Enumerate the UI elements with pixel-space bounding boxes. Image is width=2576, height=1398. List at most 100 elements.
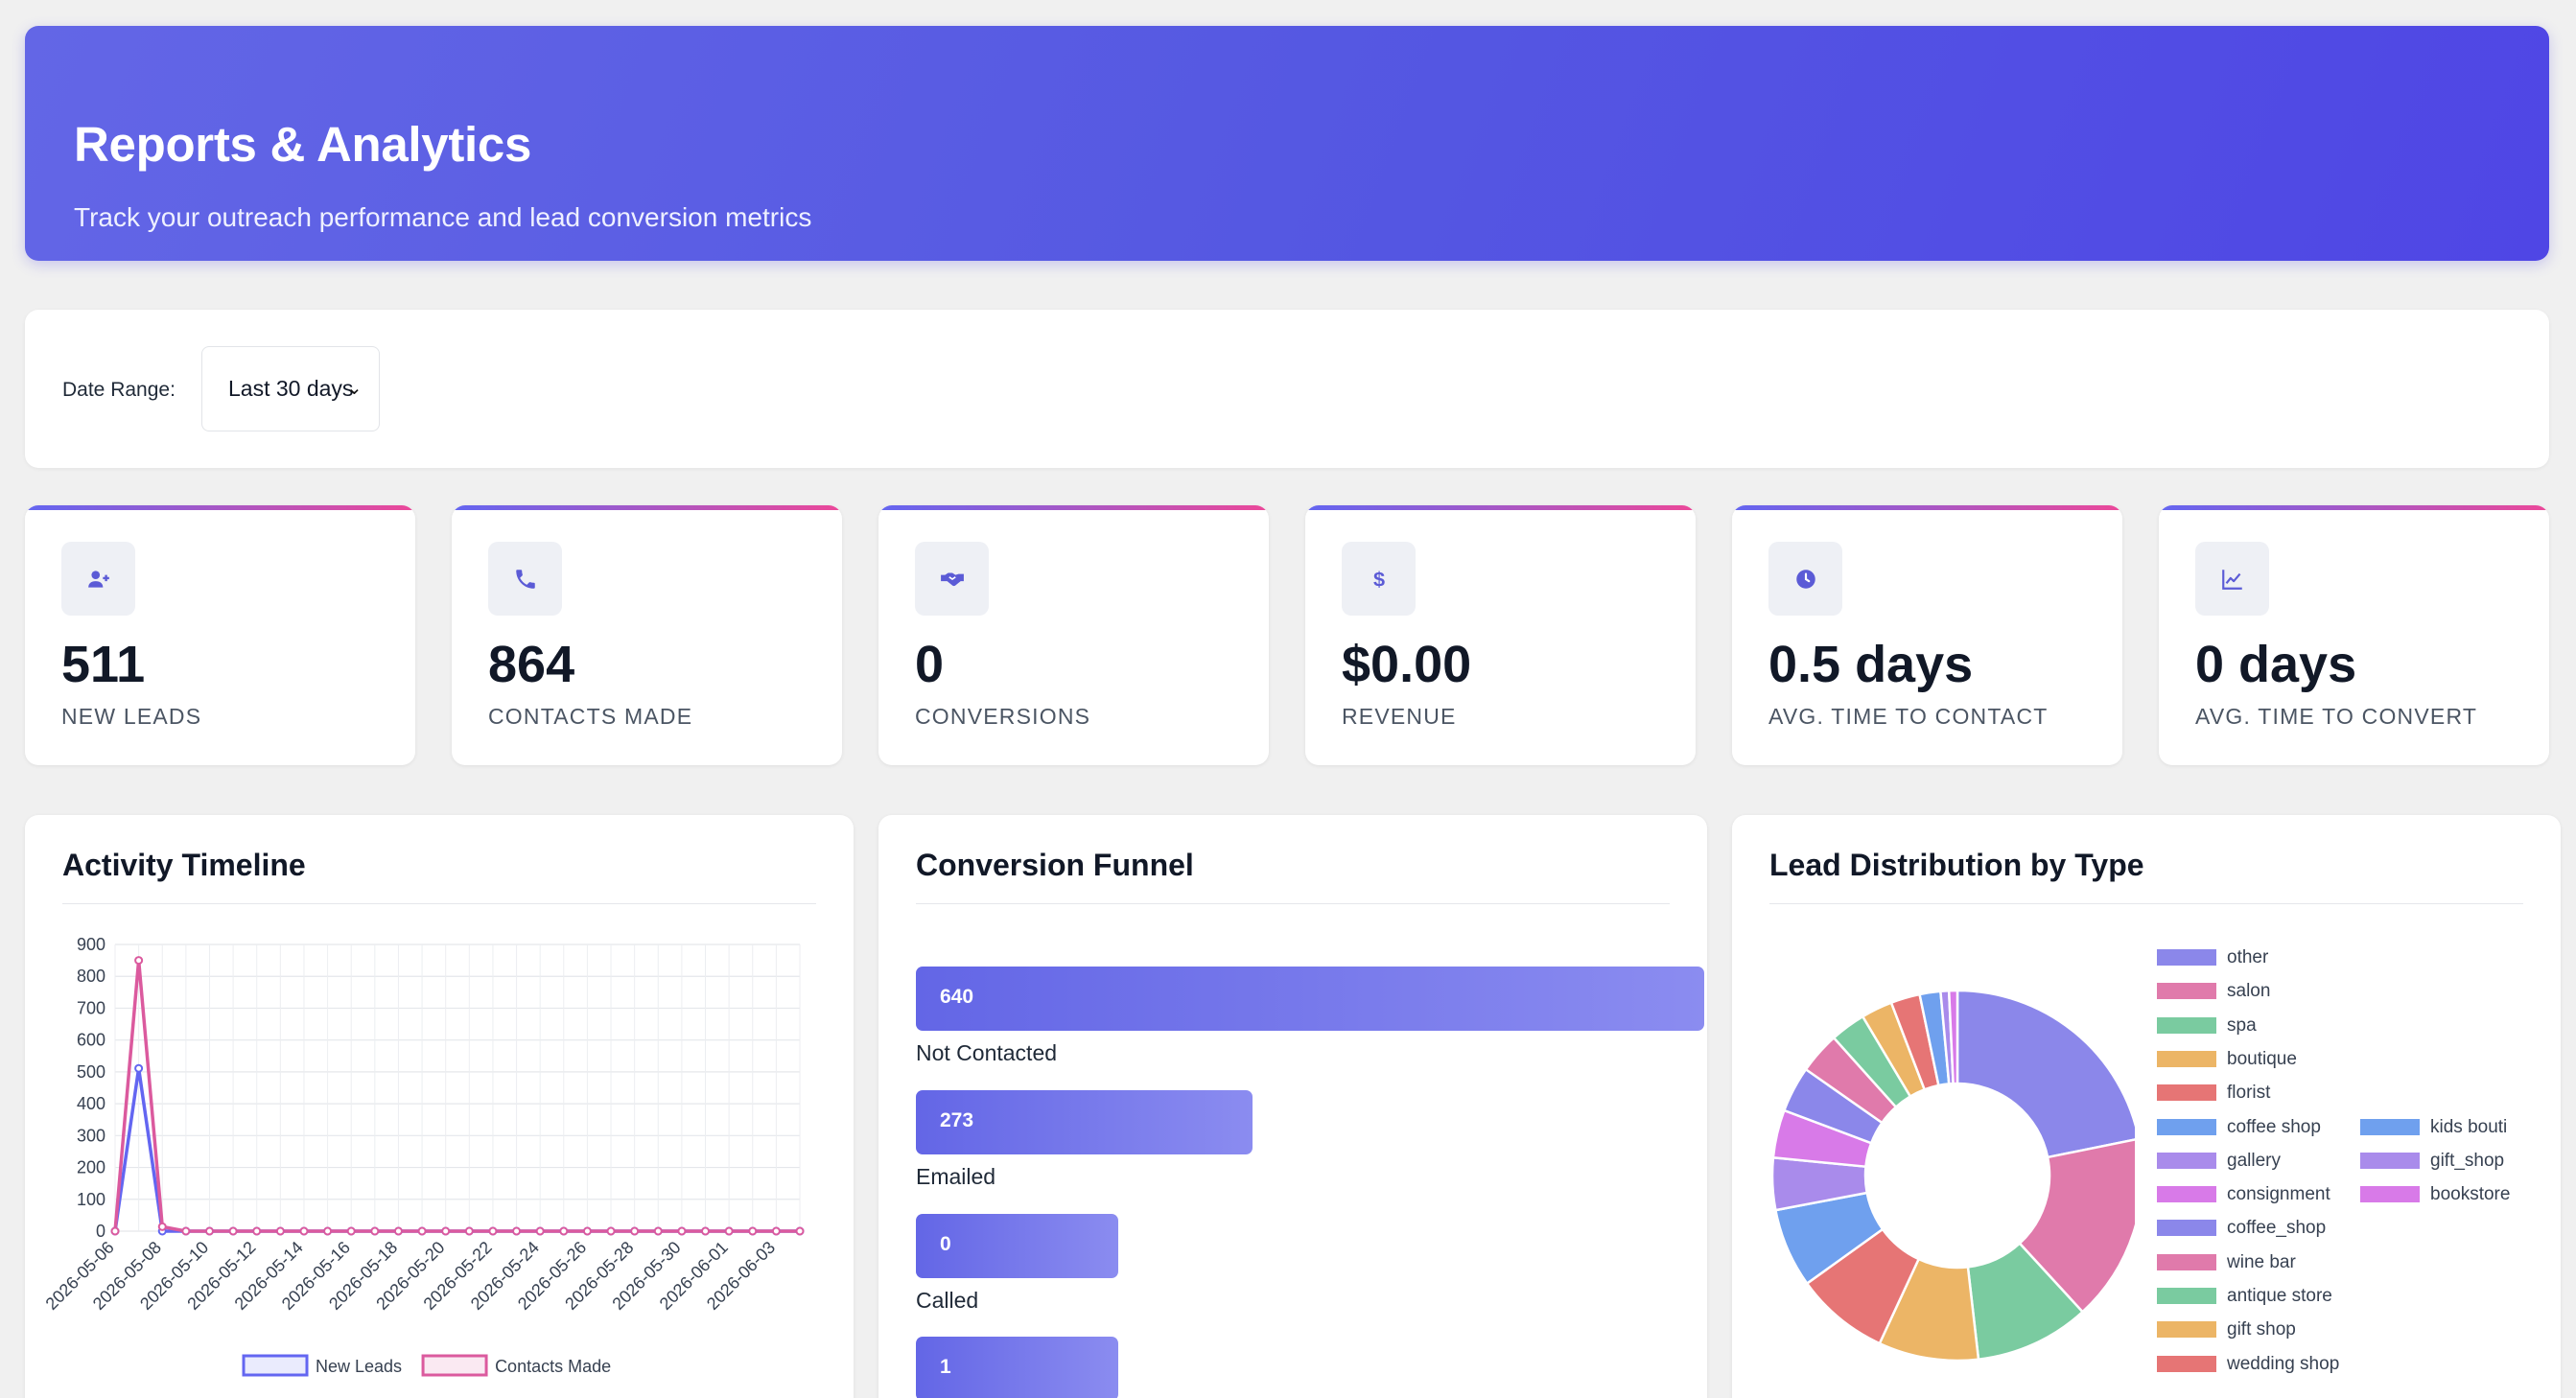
stat-value: $0.00 [1342,636,1472,693]
data-point[interactable] [323,1226,333,1236]
stat-accent-bar [452,505,842,510]
stat-card-revenue: $ $0.00 REVENUE [1305,505,1696,765]
legend-item[interactable]: New Leads [242,1354,402,1377]
lead-distribution-donut [1770,989,2135,1363]
data-point[interactable] [488,1226,498,1236]
funnel-bar[interactable]: 273 [916,1090,1253,1154]
data-point[interactable] [701,1226,711,1236]
legend-label: other [2227,947,2269,967]
legend-item[interactable]: gift_shop [2360,1151,2517,1170]
donut-slice[interactable] [2018,1138,2135,1314]
y-tick-label: 100 [77,1190,105,1209]
legend-label: florist [2227,1083,2271,1104]
legend-item[interactable]: bookstore [2360,1184,2517,1203]
legend-swatch [2360,1152,2420,1169]
legend-swatch [2157,1050,2216,1067]
stat-card-contacts: 864 CONTACTS MADE [452,505,842,765]
legend-swatch [2157,1355,2216,1372]
legend-item[interactable]: kids bouti [2360,1117,2517,1136]
data-point[interactable] [228,1226,238,1236]
legend-swatch [2157,1220,2216,1237]
data-point[interactable] [370,1226,380,1236]
data-point[interactable] [134,1063,144,1073]
y-tick-label: 800 [77,967,105,986]
data-point[interactable] [275,1226,285,1236]
data-point[interactable] [181,1226,191,1236]
chart-line-icon [2195,542,2269,616]
stat-label: REVENUE [1342,704,1457,729]
data-point[interactable] [582,1226,592,1236]
legend-label: gift shop [2227,1319,2296,1340]
data-point[interactable] [346,1226,356,1236]
legend-swatch [2157,1288,2216,1304]
data-point[interactable] [252,1226,262,1236]
funnel-bar[interactable]: 1 [916,1337,1118,1398]
data-point[interactable] [204,1226,214,1236]
data-point[interactable] [724,1226,734,1236]
y-tick-label: 400 [77,1094,105,1113]
data-point[interactable] [559,1226,569,1236]
legend-swatch [2157,1321,2216,1339]
stat-card-new-leads: 511 NEW LEADS [25,505,415,765]
conversion-funnel-panel: Conversion Funnel 640 Not Contacted 273 … [878,815,1707,1398]
legend-swatch [2360,1118,2420,1135]
stat-accent-bar [1305,505,1696,510]
data-point[interactable] [464,1226,474,1236]
data-point[interactable] [748,1226,758,1236]
data-point[interactable] [512,1226,522,1236]
data-point[interactable] [771,1226,781,1236]
funnel-stage-label: Not Contacted [916,1040,1058,1065]
legend-label: coffee shop [2227,1116,2321,1137]
data-point[interactable] [393,1226,403,1236]
legend-swatch [2157,1016,2216,1034]
stat-value: 0 days [2195,636,2357,693]
series-line [113,1066,800,1233]
donut-slice[interactable] [1947,989,1959,1085]
stat-value: 0 [915,636,945,693]
donut-slice[interactable] [1955,989,2135,1159]
clock-icon [1768,542,1842,616]
legend-swatch [242,1354,309,1377]
data-point[interactable] [795,1226,805,1236]
legend-swatch [2157,949,2216,966]
panel-title: Conversion Funnel [916,848,1194,882]
data-point[interactable] [653,1226,663,1236]
data-point[interactable] [299,1226,309,1236]
legend-label: spa [2227,1014,2257,1036]
legend-label: bookstore [2430,1184,2511,1204]
handshake-icon [915,542,989,616]
stat-card-time-to-contact: 0.5 days AVG. TIME TO CONTACT [1732,505,2122,765]
legend-label: New Leads [316,1357,402,1376]
data-point[interactable] [606,1226,616,1236]
date-range-value: Last 30 days [228,376,354,401]
legend-item[interactable]: Contacts Made [421,1354,611,1377]
data-point[interactable] [417,1226,427,1236]
svg-text:$: $ [1372,567,1384,591]
legend-label: antique store [2227,1286,2332,1306]
funnel-bar-value: 1 [940,1356,951,1378]
funnel-bar[interactable]: 640 [916,967,1704,1031]
data-point[interactable] [535,1226,545,1236]
date-range-select[interactable]: Last 30 days ⌄ [201,346,380,431]
data-point[interactable] [157,1222,167,1231]
data-point[interactable] [630,1226,640,1236]
stat-label: NEW LEADS [61,704,202,729]
funnel-bar[interactable]: 0 [916,1214,1118,1278]
data-point[interactable] [110,1226,120,1236]
y-tick-label: 200 [77,1158,105,1177]
data-point[interactable] [134,956,144,966]
stat-accent-bar [25,505,415,510]
date-range-label: Date Range: [62,379,176,401]
y-tick-label: 300 [77,1126,105,1145]
data-point[interactable] [677,1226,687,1236]
legend-label: gallery [2227,1150,2281,1171]
legend-label: Contacts Made [495,1357,611,1376]
activity-timeline-panel: Activity Timeline 0 100 200 300 400 500 600 700… [25,815,854,1398]
lead-distribution-panel: Lead Distribution by Type other salon spa b… [1732,815,2561,1398]
legend-swatch [2157,983,2216,1000]
series-line [113,958,800,1233]
legend-swatch [2157,1186,2216,1203]
data-point[interactable] [441,1226,451,1236]
legend-label: coffee_shop [2227,1218,2327,1239]
